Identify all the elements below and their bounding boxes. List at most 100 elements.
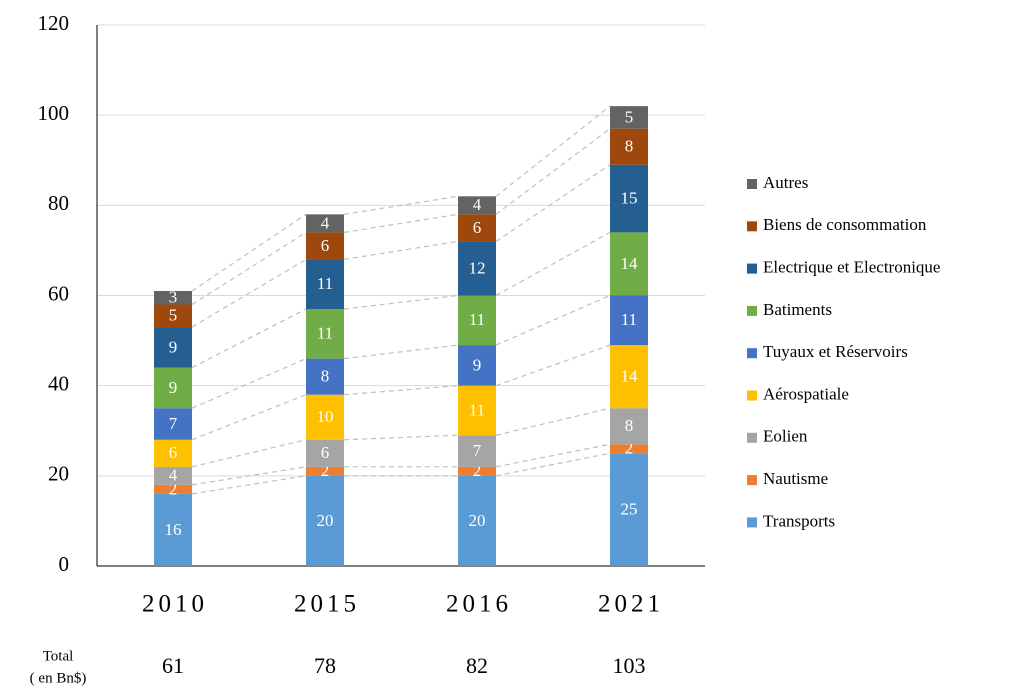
connector [191, 231, 307, 306]
connector [495, 105, 611, 197]
bar-segment [154, 408, 192, 440]
bar-segment [154, 304, 192, 328]
x-tick-label: 2016 [446, 591, 512, 618]
legend-label: Transports [763, 511, 835, 530]
data-label: 15 [621, 188, 638, 207]
bar-segment [610, 444, 648, 454]
data-label: 11 [317, 324, 333, 343]
bar-segment [154, 327, 192, 368]
legend-label: Aérospatiale [763, 384, 849, 403]
connector [191, 466, 307, 486]
bar-segment [154, 439, 192, 467]
data-label: 11 [317, 274, 333, 293]
data-label: 5 [625, 107, 634, 126]
connector [343, 385, 459, 396]
data-label: 9 [169, 378, 178, 397]
bar-segment [610, 295, 648, 346]
bar-segment [306, 439, 344, 467]
connector [495, 128, 611, 215]
data-label: 2 [625, 439, 634, 458]
data-label: 4 [169, 466, 178, 485]
legend-label: Biens de consommation [763, 215, 927, 234]
legend-label: Electrique et Electronique [763, 258, 940, 277]
bar-segment [154, 484, 192, 494]
data-label: 2 [473, 461, 482, 480]
data-label: 11 [621, 310, 637, 329]
total-label: 82 [466, 653, 488, 678]
connector [191, 213, 307, 292]
bar-segment [610, 408, 648, 445]
data-label: 4 [321, 213, 330, 232]
data-label: 12 [469, 258, 486, 277]
bar-segment [458, 345, 496, 386]
data-label: 7 [473, 441, 482, 460]
total-label: 61 [162, 653, 184, 678]
connector [495, 407, 611, 436]
total-label: 103 [613, 653, 646, 678]
bar-segment [306, 358, 344, 395]
data-label: 2 [321, 461, 330, 480]
connector [343, 195, 459, 215]
y-tick-label: 120 [38, 11, 70, 35]
data-label: 16 [165, 520, 182, 539]
data-label: 9 [473, 355, 482, 374]
bar-segment [458, 214, 496, 242]
connector [343, 240, 459, 261]
total-label: 78 [314, 653, 336, 678]
bar-segment [306, 259, 344, 310]
data-label: 7 [169, 414, 178, 433]
legend-swatch [747, 432, 757, 443]
legend-label: Nautisme [763, 469, 828, 488]
data-label: 25 [621, 500, 638, 519]
data-label: 6 [473, 218, 482, 237]
bar-segment [306, 475, 344, 566]
y-tick-label: 80 [48, 191, 69, 215]
connector [191, 394, 307, 441]
data-label: 9 [169, 337, 178, 356]
bar-segment [458, 241, 496, 296]
connector [191, 358, 307, 409]
connector [495, 452, 611, 477]
legend-swatch [747, 221, 757, 232]
connector [343, 434, 459, 441]
connector [191, 475, 307, 495]
bar-segment [458, 196, 496, 215]
y-tick-label: 0 [59, 552, 70, 576]
bar-segment [458, 295, 496, 346]
bar-segment [610, 128, 648, 165]
totals-label: Total [43, 648, 74, 664]
data-label: 11 [469, 310, 485, 329]
data-label: 11 [469, 400, 485, 419]
data-label: 20 [469, 511, 486, 530]
bar-segment [154, 466, 192, 485]
connector [343, 344, 459, 360]
bar-segment [610, 106, 648, 129]
bar-segment [610, 164, 648, 233]
y-tick-label: 20 [48, 462, 69, 486]
totals-sublabel: ( en Bn$) [30, 670, 87, 686]
bar-segment [458, 475, 496, 566]
data-label: 6 [169, 443, 178, 462]
bar-segment [154, 290, 192, 305]
connector [343, 213, 459, 233]
data-label: 8 [321, 367, 330, 386]
connector [191, 258, 307, 328]
bar-segment [610, 453, 648, 566]
x-tick-label: 2010 [142, 591, 208, 618]
y-tick-label: 100 [38, 101, 70, 125]
bar-segment [306, 309, 344, 359]
bar-segment [458, 435, 496, 467]
x-tick-label: 2021 [598, 591, 664, 618]
connector [343, 294, 459, 310]
connector [495, 231, 611, 297]
bar-segment [610, 345, 648, 409]
legend-label: Batiments [763, 300, 832, 319]
data-label: 4 [473, 195, 482, 214]
legend-swatch [747, 305, 757, 316]
bar-segment [610, 232, 648, 296]
x-tick-label: 2015 [294, 591, 360, 618]
bar-segment [458, 466, 496, 476]
data-label: 2 [169, 479, 178, 498]
bar-segment [154, 493, 192, 566]
